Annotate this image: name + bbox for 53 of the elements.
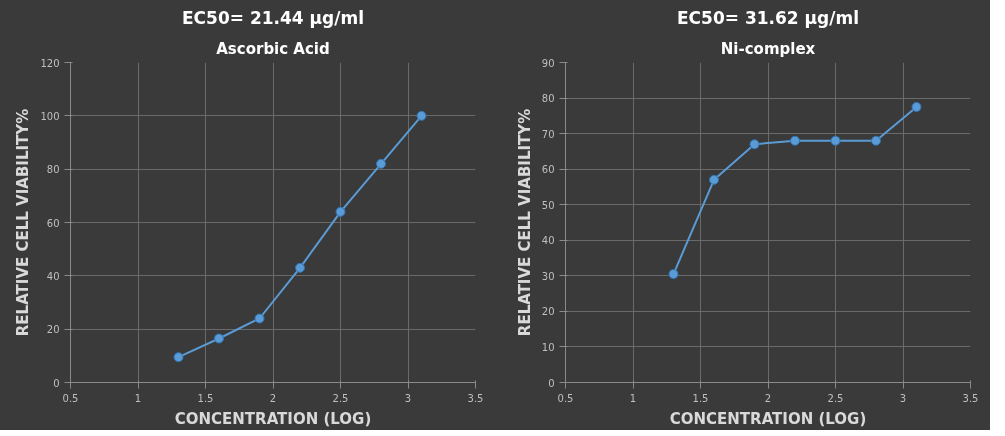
y-axis-title: RELATIVE CELL VIABILITY% bbox=[14, 108, 33, 337]
y-tick-label: 20 bbox=[541, 306, 555, 318]
point bbox=[335, 206, 346, 217]
y-tick-label: 90 bbox=[541, 57, 555, 69]
y-tick-label: 60 bbox=[541, 164, 555, 176]
x-tick-label: 1 bbox=[134, 392, 142, 404]
y-tick-label: 70 bbox=[541, 128, 555, 140]
x-tick-label: 1.5 bbox=[692, 392, 709, 404]
x-tick-label: 3.5 bbox=[467, 392, 484, 404]
point bbox=[254, 313, 265, 324]
point bbox=[749, 139, 760, 150]
y-tick-label: 0 bbox=[548, 377, 555, 389]
point bbox=[173, 352, 184, 363]
y-tick-label: 100 bbox=[40, 110, 60, 122]
chart-title: EC50= 21.44 µg/ml bbox=[181, 7, 365, 28]
y-tick-label: 30 bbox=[541, 270, 555, 282]
y-tick-label: 10 bbox=[541, 341, 555, 353]
y-tick-label: 40 bbox=[541, 235, 555, 247]
x-tick-label: 2 bbox=[269, 392, 277, 404]
x-tick-label: 1 bbox=[629, 392, 637, 404]
x-tick-label: 0.5 bbox=[62, 392, 79, 404]
y-tick-label: 120 bbox=[40, 57, 60, 69]
x-tick-label: 2.5 bbox=[332, 392, 349, 404]
point bbox=[295, 262, 305, 273]
point bbox=[214, 333, 224, 344]
y-tick-label: 80 bbox=[541, 93, 555, 105]
y-tick-label: 0 bbox=[53, 377, 60, 389]
chart-subtitle: Ni-complex bbox=[720, 39, 816, 58]
y-axis-title: RELATIVE CELL VIABILITY% bbox=[515, 108, 534, 337]
y-tick-label: 20 bbox=[46, 324, 60, 336]
y-tick-label: 80 bbox=[46, 164, 60, 176]
point bbox=[376, 158, 386, 169]
point bbox=[709, 174, 719, 185]
point bbox=[416, 110, 427, 121]
y-tick-label: 60 bbox=[46, 217, 60, 229]
point bbox=[668, 269, 679, 280]
x-axis-title: CONCENTRATION (LOG) bbox=[174, 409, 372, 428]
x-tick-label: 1.5 bbox=[197, 392, 214, 404]
point bbox=[871, 135, 881, 146]
x-tick-label: 3.5 bbox=[962, 392, 979, 404]
x-tick-label: 3 bbox=[899, 392, 907, 404]
x-tick-label: 2.5 bbox=[827, 392, 844, 404]
x-axis-title: CONCENTRATION (LOG) bbox=[669, 409, 867, 428]
chart-title: EC50= 31.62 µg/ml bbox=[676, 7, 860, 28]
point bbox=[790, 135, 800, 146]
x-tick-label: 0.5 bbox=[557, 392, 574, 404]
y-tick-label: 40 bbox=[46, 270, 60, 282]
x-tick-label: 3 bbox=[404, 392, 412, 404]
point bbox=[911, 101, 922, 112]
chart-subtitle: Ascorbic Acid bbox=[216, 39, 330, 58]
x-tick-label: 2 bbox=[764, 392, 772, 404]
y-tick-label: 50 bbox=[541, 199, 555, 211]
point bbox=[830, 135, 841, 146]
